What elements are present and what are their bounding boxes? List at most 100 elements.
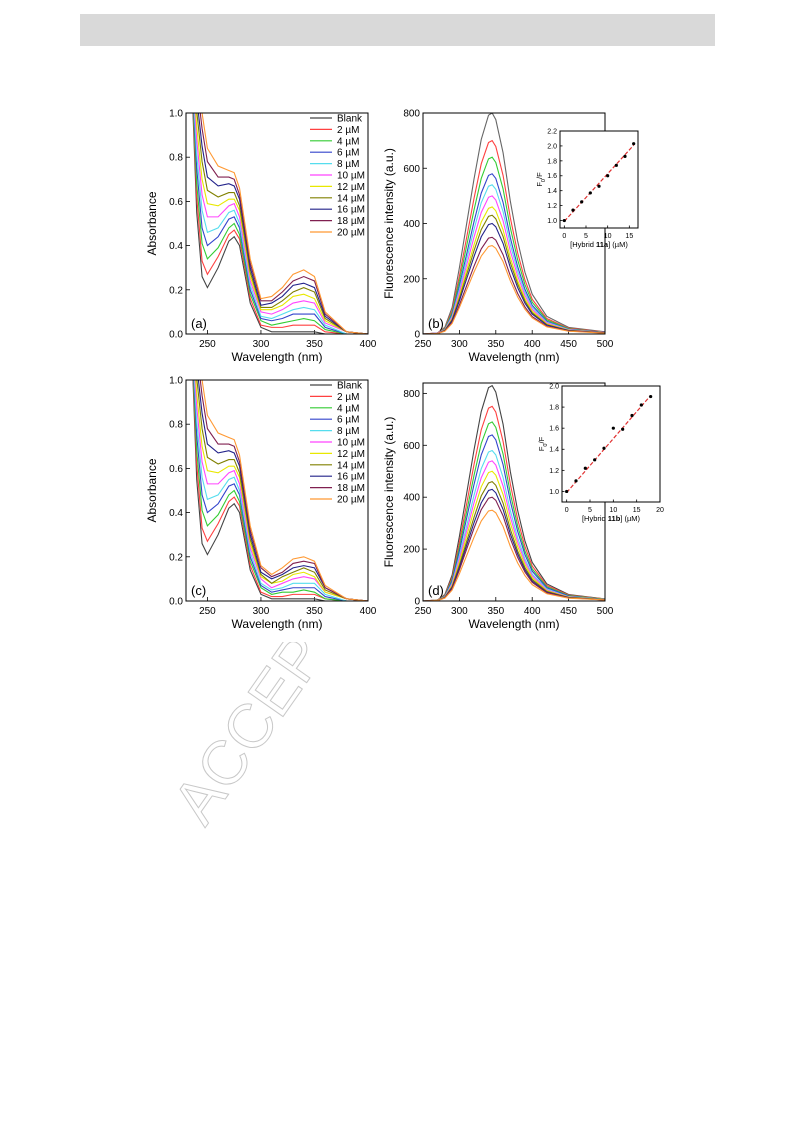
plot-frame: [561, 385, 661, 503]
spectrum-line: [423, 113, 605, 334]
data-point: [606, 174, 610, 178]
spectrum-line: [423, 509, 605, 601]
y-tick-label: 1.4: [547, 188, 557, 195]
spectrum-line: [192, 380, 368, 601]
y-tick-label: 1.8: [549, 405, 559, 412]
spectrum-line: [423, 245, 605, 334]
legend-label: 8 µM: [337, 426, 359, 437]
x-tick-label: 300: [253, 339, 270, 350]
panel-label: (d): [428, 583, 444, 598]
spectrum-line: [196, 380, 368, 601]
legend-label: 12 µM: [337, 182, 365, 193]
data-point: [580, 200, 584, 204]
legend-label: 18 µM: [337, 483, 365, 494]
plot-frame: [185, 379, 369, 602]
y-tick-label: 0.6: [169, 464, 183, 475]
fit-line: [566, 395, 652, 493]
spectrum-line: [194, 113, 368, 334]
data-point: [593, 458, 597, 462]
spectrum-line: [192, 113, 368, 334]
y-tick-label: 0.4: [169, 241, 183, 252]
spectrum-line: [199, 113, 368, 334]
x-tick-label: 400: [524, 339, 541, 350]
data-point: [621, 427, 625, 431]
x-axis-label: [Hybrid 11b] (µM): [582, 514, 641, 523]
x-tick-label: 250: [415, 339, 432, 350]
x-tick-label: 250: [199, 606, 216, 617]
x-tick-label: 500: [597, 606, 614, 617]
y-axis-label: Absorbance: [145, 458, 159, 522]
chart-panel: 250 300 350 400 0.0 0.2 0.4 0.6 0.8 1.0 (a) Wavelen…: [145, 109, 377, 365]
legend-label: Blank: [337, 381, 363, 392]
x-axis-label: Wavelength (nm): [469, 350, 560, 364]
y-tick-label: 1.0: [547, 218, 557, 225]
x-tick-label: 20: [656, 507, 664, 514]
y-axis-label-part: 0: [541, 179, 547, 182]
x-tick-label: 0: [565, 507, 569, 514]
y-axis-label-part: 0: [543, 444, 549, 447]
spectrum-line: [423, 222, 605, 334]
spectrum-line: [195, 380, 368, 601]
spectrum-line: [192, 113, 368, 334]
x-tick-label: 350: [306, 606, 323, 617]
legend-label: 8 µM: [337, 159, 359, 170]
y-tick-label: 2.0: [547, 143, 557, 150]
y-tick-label: 800: [403, 109, 420, 120]
data-point: [649, 394, 653, 399]
x-tick-label: 500: [597, 339, 614, 350]
x-axis-label: Wavelength (nm): [232, 617, 323, 631]
legend-label: 4 µM: [337, 403, 359, 414]
x-tick-label: 15: [633, 507, 641, 514]
x-tick-label: 350: [487, 339, 504, 350]
spectrum-line: [192, 380, 368, 601]
y-axis-label: F0/F: [535, 172, 547, 187]
x-axis-label-part: [Hybrid: [570, 240, 596, 249]
legend-label: 14 µM: [337, 460, 365, 471]
x-tick-label: 300: [451, 606, 468, 617]
y-tick-label: 1.0: [169, 109, 183, 120]
y-tick-label: 0.6: [169, 197, 183, 208]
legend-label: 4 µM: [337, 136, 359, 147]
y-tick-label: 400: [403, 493, 420, 504]
y-tick-label: 600: [403, 441, 420, 452]
panel-label: (b): [428, 316, 444, 331]
y-tick-label: 0.0: [169, 330, 183, 341]
x-tick-label: 250: [199, 339, 216, 350]
spectrum-line: [197, 113, 368, 334]
y-axis-label-part: /F: [537, 436, 546, 443]
y-tick-label: 200: [403, 545, 420, 556]
data-point: [574, 479, 578, 483]
x-tick-label: 5: [588, 507, 592, 514]
data-point: [614, 163, 618, 167]
x-tick-label: 250: [415, 606, 432, 617]
legend-label: 6 µM: [337, 415, 359, 426]
y-tick-label: 0.8: [169, 420, 183, 431]
y-tick-label: 0.2: [169, 285, 183, 296]
x-axis-label: Wavelength (nm): [232, 350, 323, 364]
legend-label: 6 µM: [337, 148, 359, 159]
y-tick-label: 1.0: [549, 489, 559, 496]
x-tick-label: 10: [604, 233, 612, 240]
x-tick-label: 0: [562, 233, 566, 240]
spectrum-line: [193, 113, 368, 334]
x-tick-label: 10: [609, 507, 617, 514]
data-point: [583, 466, 587, 470]
x-tick-label: 5: [584, 233, 588, 240]
plot-area: [560, 131, 638, 228]
data-point: [630, 413, 634, 418]
spectrum-line: [193, 380, 368, 601]
x-tick-label: 450: [560, 606, 577, 617]
data-point: [565, 489, 569, 494]
y-tick-label: 1.0: [169, 376, 183, 387]
spectrum-line: [201, 380, 368, 601]
spectrum-line: [201, 113, 368, 334]
data-point: [602, 446, 606, 450]
y-tick-label: 1.8: [547, 158, 557, 165]
x-axis-label: [Hybrid 11a] (µM): [570, 240, 628, 249]
y-axis-label-part: F: [535, 182, 544, 187]
y-tick-label: 1.4: [549, 447, 559, 454]
y-tick-label: 0: [414, 330, 420, 341]
x-tick-label: 300: [451, 339, 468, 350]
legend-label: 14 µM: [337, 193, 365, 204]
